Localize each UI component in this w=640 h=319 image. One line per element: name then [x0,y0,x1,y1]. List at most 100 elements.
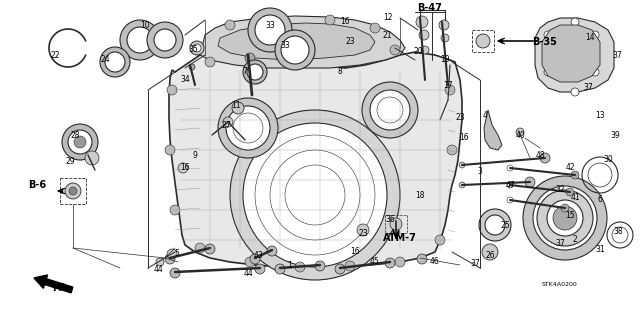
Text: 17: 17 [443,80,453,90]
Circle shape [105,52,125,72]
Text: 44: 44 [243,270,253,278]
Text: B-47: B-47 [417,3,442,13]
Circle shape [591,31,599,39]
Text: 37: 37 [583,84,593,93]
Circle shape [295,262,305,272]
Circle shape [74,136,86,148]
Circle shape [525,177,535,187]
Text: 8: 8 [338,68,342,77]
Circle shape [165,254,175,264]
Circle shape [247,64,263,80]
Circle shape [245,257,255,267]
Text: 3: 3 [477,167,483,176]
Text: 46: 46 [430,257,440,266]
Circle shape [65,183,81,199]
Circle shape [189,64,195,70]
Text: 23: 23 [345,38,355,47]
Circle shape [223,117,233,127]
Text: B-6: B-6 [28,180,46,190]
Circle shape [250,254,260,264]
Text: 42: 42 [565,164,575,173]
Circle shape [537,190,593,246]
Circle shape [459,182,465,188]
Circle shape [170,268,180,278]
Circle shape [544,31,552,39]
Circle shape [190,41,204,55]
Text: 16: 16 [459,133,469,143]
Circle shape [154,29,176,51]
Text: 41: 41 [570,194,580,203]
Text: 16: 16 [340,18,350,26]
Circle shape [195,243,205,253]
Circle shape [459,162,465,168]
Circle shape [193,44,201,52]
Circle shape [281,36,309,64]
Text: 26: 26 [485,250,495,259]
Circle shape [370,23,380,33]
Text: 45: 45 [370,257,380,266]
Text: 22: 22 [51,50,60,60]
Text: 44: 44 [153,265,163,275]
FancyArrow shape [34,275,73,293]
Circle shape [507,182,513,188]
Circle shape [178,163,188,173]
Circle shape [447,145,457,155]
Circle shape [248,8,292,52]
Circle shape [315,261,325,271]
Text: 23: 23 [358,228,368,238]
Circle shape [165,145,175,155]
Circle shape [167,249,177,259]
Circle shape [225,20,235,30]
Text: 31: 31 [595,246,605,255]
Circle shape [147,22,183,58]
Text: 48: 48 [535,151,545,160]
Circle shape [62,124,98,160]
Text: 35: 35 [188,46,198,55]
Text: STK4A0200: STK4A0200 [542,283,578,287]
Circle shape [243,60,267,84]
Circle shape [120,20,160,60]
Text: ATM-7: ATM-7 [383,233,417,243]
Circle shape [571,171,579,179]
Text: 16: 16 [350,248,360,256]
Circle shape [226,106,270,150]
Circle shape [267,246,277,256]
Text: 29: 29 [65,158,75,167]
Circle shape [275,264,285,274]
Circle shape [100,47,130,77]
Text: 1: 1 [287,261,292,270]
Circle shape [69,187,77,195]
Text: 11: 11 [231,100,241,109]
Polygon shape [169,50,462,268]
Circle shape [335,264,345,274]
Circle shape [127,27,153,53]
Circle shape [416,16,428,28]
Text: 37: 37 [555,239,565,248]
Text: 2: 2 [573,235,577,244]
Bar [60,178,86,204]
Circle shape [439,20,449,30]
Text: 9: 9 [193,151,197,160]
Circle shape [482,244,498,260]
Text: 23: 23 [455,114,465,122]
Text: 6: 6 [598,196,602,204]
Text: 12: 12 [383,13,393,23]
Text: 16: 16 [180,164,190,173]
Text: 33: 33 [265,20,275,29]
Circle shape [362,82,418,138]
Text: 18: 18 [415,190,425,199]
Text: 4: 4 [483,110,488,120]
Circle shape [390,218,402,230]
Circle shape [230,110,400,280]
Text: 13: 13 [595,110,605,120]
Circle shape [156,258,164,266]
Circle shape [395,257,405,267]
Polygon shape [218,23,375,60]
Text: 34: 34 [180,76,190,85]
Circle shape [523,176,607,260]
Text: 14: 14 [585,33,595,42]
Circle shape [255,264,265,274]
Circle shape [275,30,315,70]
Circle shape [325,15,335,25]
Circle shape [232,102,244,114]
